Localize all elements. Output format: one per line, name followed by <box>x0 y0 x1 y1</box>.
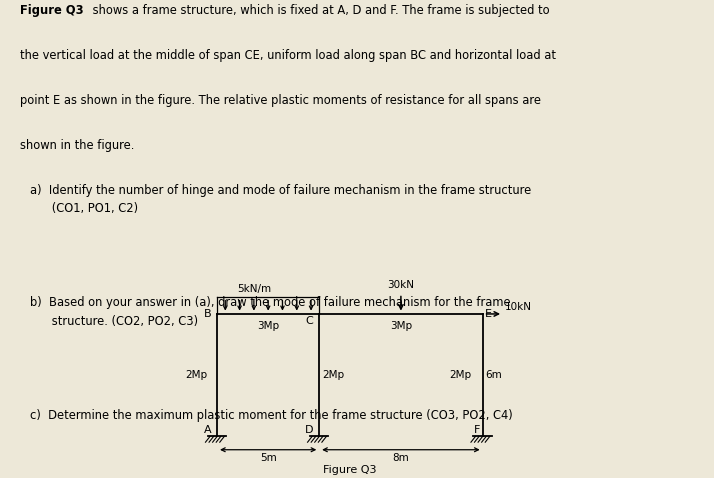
Text: shown in the figure.: shown in the figure. <box>20 139 134 152</box>
Text: c)  Determine the maximum plastic moment for the frame structure (CO3, PO2, C4): c) Determine the maximum plastic moment … <box>30 409 513 422</box>
Text: B: B <box>203 309 211 319</box>
Text: 3Mp: 3Mp <box>257 321 279 331</box>
Text: 30kN: 30kN <box>388 281 414 291</box>
Text: Figure Q3: Figure Q3 <box>323 465 376 475</box>
Text: C: C <box>306 316 313 326</box>
Text: D: D <box>305 425 313 435</box>
Text: 3Mp: 3Mp <box>390 321 412 331</box>
Text: the vertical load at the middle of span CE, uniform load along span BC and horiz: the vertical load at the middle of span … <box>20 49 556 62</box>
Text: 2Mp: 2Mp <box>322 370 344 380</box>
Text: 6m: 6m <box>486 370 503 380</box>
Text: b)  Based on your answer in (a), draw the mode of failure mechanism for the fram: b) Based on your answer in (a), draw the… <box>30 296 511 328</box>
Text: point E as shown in the figure. The relative plastic moments of resistance for a: point E as shown in the figure. The rela… <box>20 94 541 107</box>
Text: A: A <box>203 425 211 435</box>
Text: shows a frame structure, which is fixed at A, D and F. The frame is subjected to: shows a frame structure, which is fixed … <box>89 4 550 17</box>
Text: F: F <box>474 425 481 435</box>
Text: 8m: 8m <box>393 454 409 463</box>
Text: 2Mp: 2Mp <box>449 370 471 380</box>
Text: 5m: 5m <box>260 454 276 463</box>
Text: 2Mp: 2Mp <box>185 370 207 380</box>
Text: 10kN: 10kN <box>505 302 532 312</box>
Text: a)  Identify the number of hinge and mode of failure mechanism in the frame stru: a) Identify the number of hinge and mode… <box>30 184 531 216</box>
Text: E: E <box>485 309 492 319</box>
Text: 5kN/m: 5kN/m <box>238 283 271 293</box>
Text: Figure Q3: Figure Q3 <box>20 4 84 17</box>
